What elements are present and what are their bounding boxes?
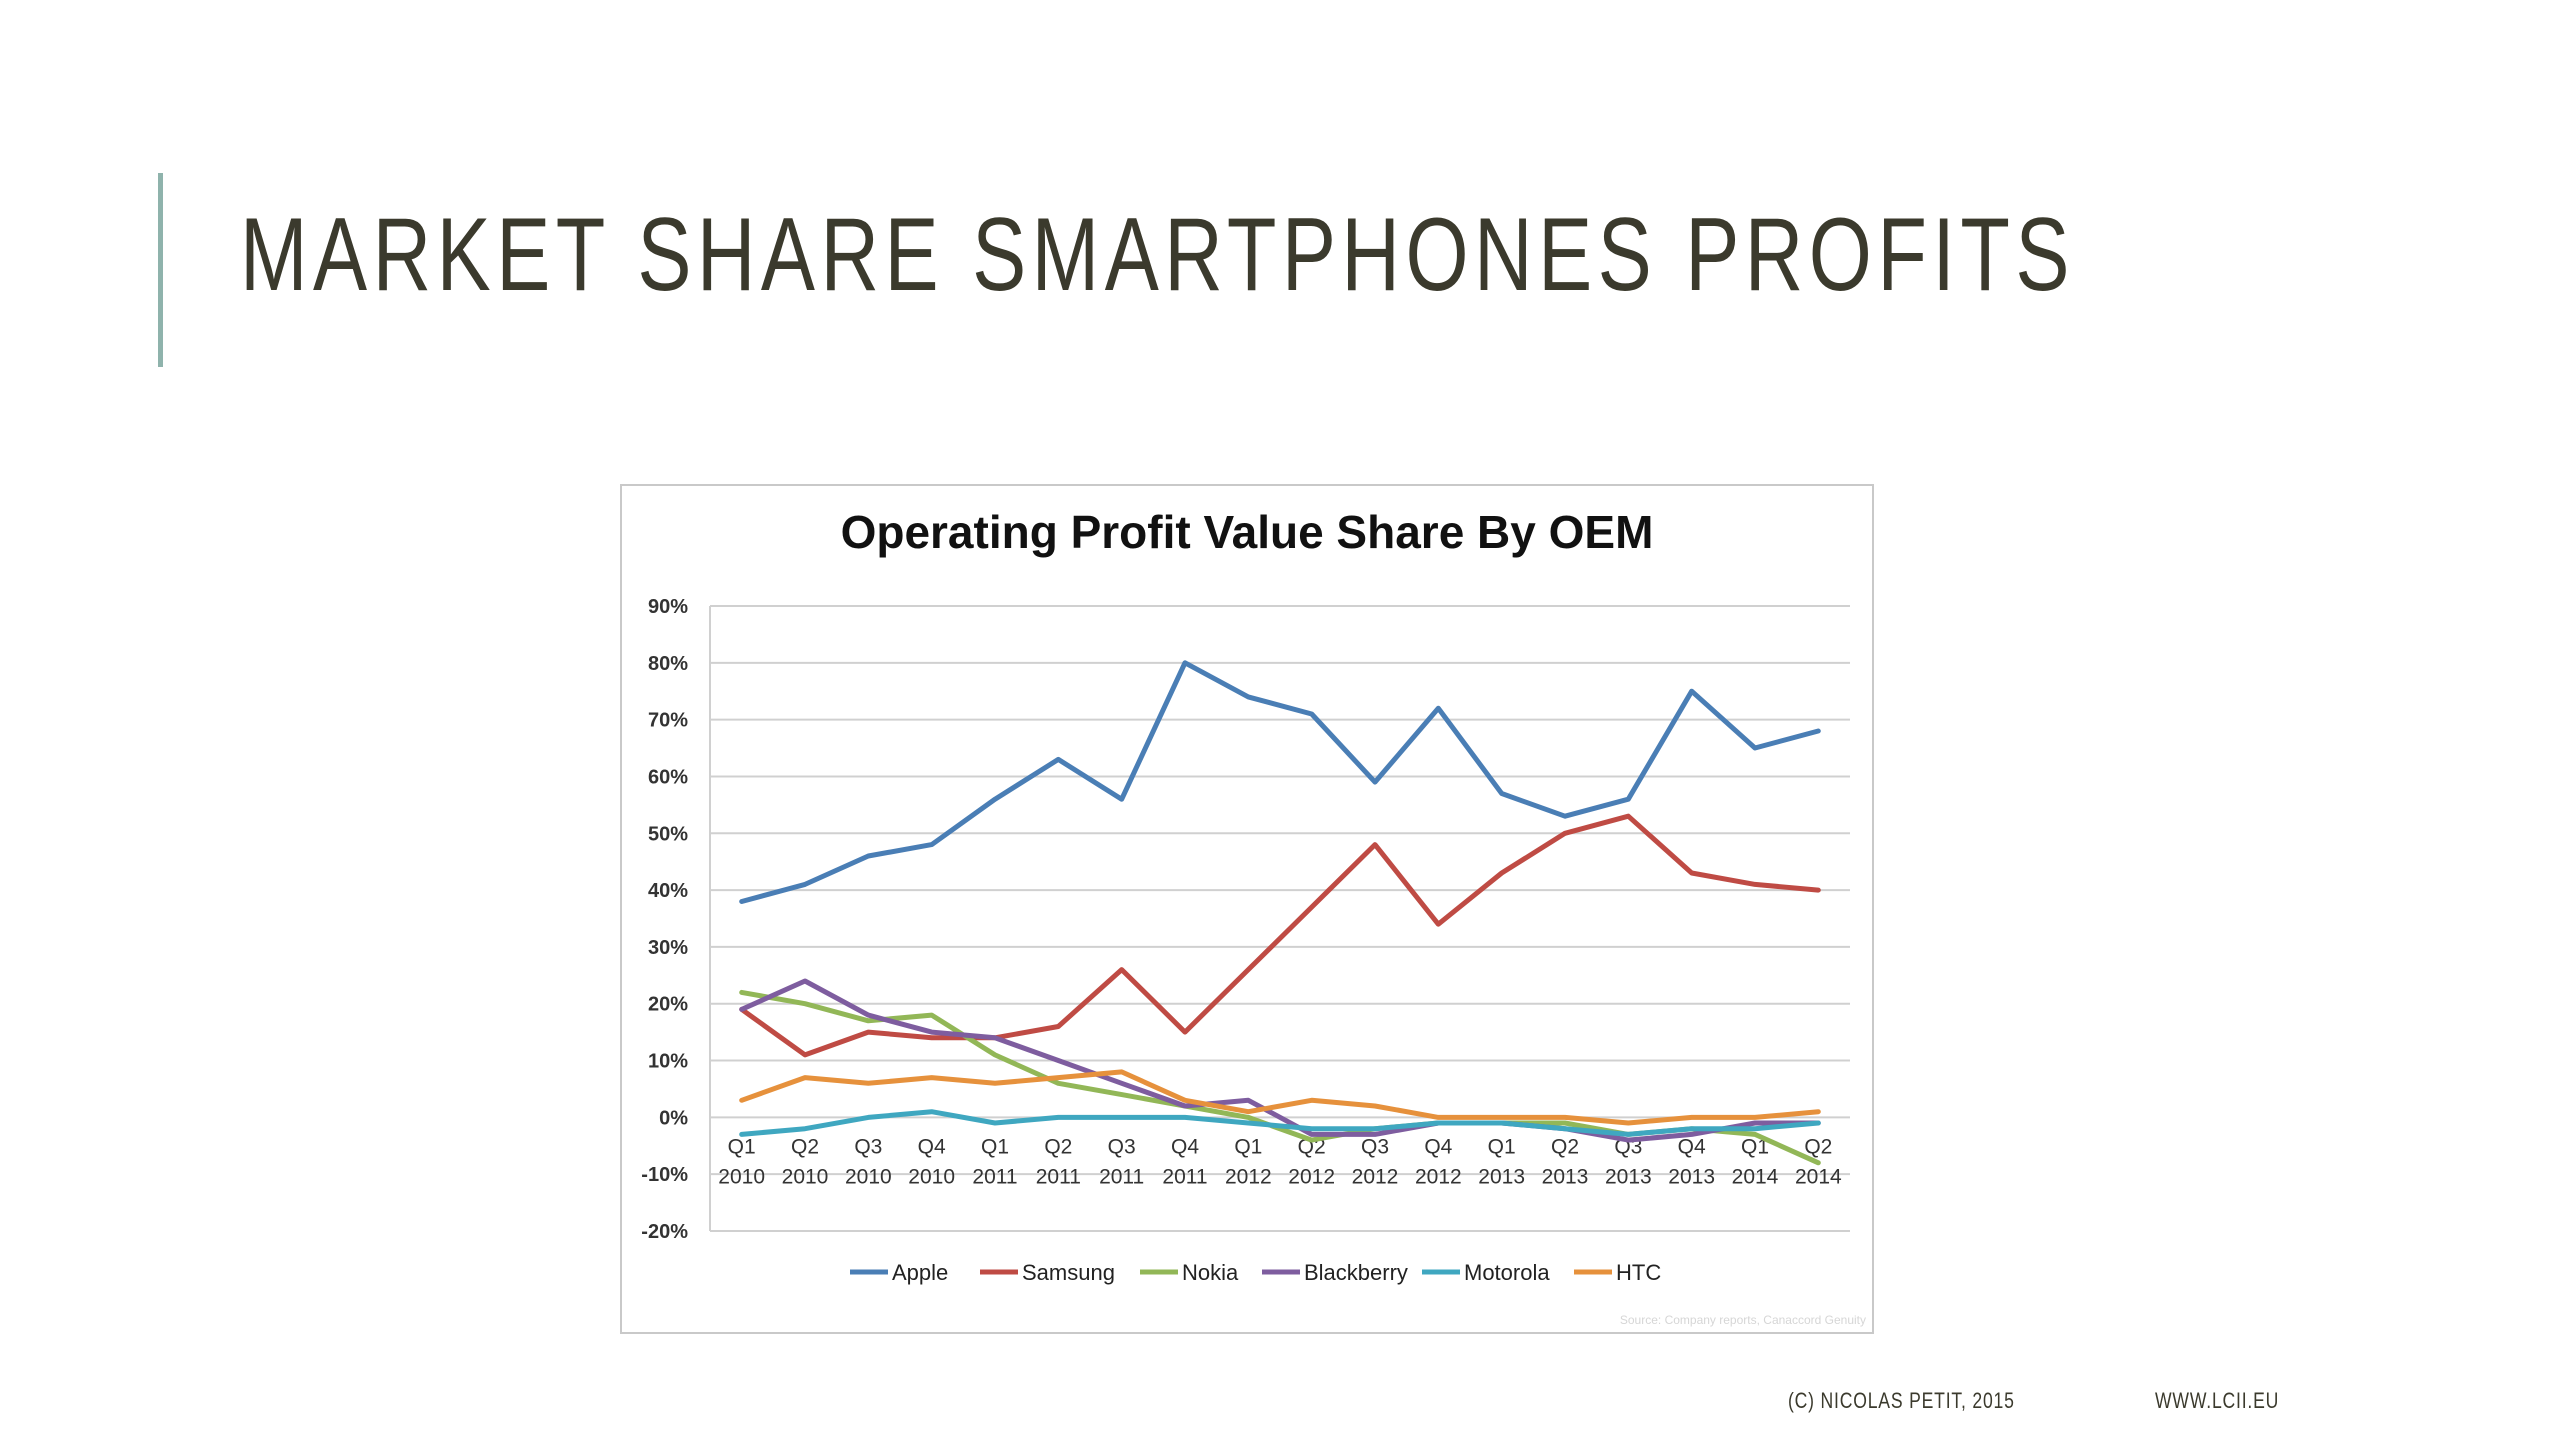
series-line-apple bbox=[739, 660, 1821, 904]
footer-url: WWW.LCII.EU bbox=[2155, 1388, 2280, 1413]
x-tick-label-quarter: Q4 bbox=[1171, 1135, 1199, 1158]
x-tick-label-year: 2010 bbox=[718, 1165, 765, 1188]
operating-profit-chart: Operating Profit Value Share By OEM -20%… bbox=[641, 506, 1866, 1327]
footer-credit: (C) NICOLAS PETIT, 2015 bbox=[1788, 1388, 2015, 1413]
y-axis-tick-labels: -20% -10% 0% 10% 20% 30% 40% 50% 60% 70% 80% 90% bbox=[641, 596, 688, 1243]
x-tick-label-year: 2010 bbox=[908, 1165, 955, 1188]
y-tick-label: 70% bbox=[648, 710, 688, 732]
legend-label-apple: Apple bbox=[892, 1260, 948, 1285]
chart-title: Operating Profit Value Share By OEM bbox=[841, 506, 1654, 558]
slide-title: MARKET SHARE SMARTPHONES PROFITS bbox=[240, 197, 2075, 313]
series-line-motorola bbox=[739, 1109, 1821, 1137]
x-tick-label-quarter: Q1 bbox=[728, 1135, 756, 1158]
x-tick-label-quarter: Q1 bbox=[1234, 1135, 1262, 1158]
y-tick-label: 90% bbox=[648, 596, 688, 618]
legend-label-nokia: Nokia bbox=[1182, 1260, 1239, 1285]
x-tick-label-year: 2011 bbox=[1099, 1165, 1144, 1188]
x-tick-label-year: 2013 bbox=[1542, 1165, 1589, 1188]
y-tick-label: 10% bbox=[648, 1051, 688, 1073]
title-accent-bar bbox=[158, 173, 163, 367]
x-tick-label-quarter: Q1 bbox=[981, 1135, 1009, 1158]
x-tick-label-quarter: Q4 bbox=[1424, 1135, 1452, 1158]
x-tick-label-year: 2011 bbox=[972, 1165, 1017, 1188]
x-tick-label-quarter: Q2 bbox=[1551, 1135, 1579, 1158]
chart-legend: Apple Samsung Nokia Blackberry Motorola HTC bbox=[850, 1260, 1661, 1285]
x-tick-label-year: 2012 bbox=[1288, 1165, 1335, 1188]
x-tick-label-quarter: Q4 bbox=[918, 1135, 946, 1158]
legend-label-blackberry: Blackberry bbox=[1304, 1260, 1408, 1285]
x-tick-label-year: 2013 bbox=[1478, 1165, 1525, 1188]
x-tick-label-year: 2010 bbox=[845, 1165, 892, 1188]
x-tick-label-quarter: Q2 bbox=[1804, 1135, 1832, 1158]
y-tick-label: 60% bbox=[648, 766, 688, 788]
chart-frame: Operating Profit Value Share By OEM -20%… bbox=[620, 484, 1874, 1334]
y-tick-label: 40% bbox=[648, 880, 688, 902]
x-tick-label-year: 2011 bbox=[1036, 1165, 1081, 1188]
legend-label-samsung: Samsung bbox=[1022, 1260, 1115, 1285]
x-tick-label-year: 2011 bbox=[1162, 1165, 1207, 1188]
x-tick-label-year: 2014 bbox=[1732, 1165, 1779, 1188]
x-tick-label-year: 2014 bbox=[1795, 1165, 1842, 1188]
chart-source-note: Source: Company reports, Canaccord Genui… bbox=[1620, 1313, 1866, 1327]
x-tick-label-quarter: Q1 bbox=[1741, 1135, 1769, 1158]
y-tick-label: -20% bbox=[641, 1221, 688, 1243]
x-tick-label-quarter: Q3 bbox=[1361, 1135, 1389, 1158]
x-tick-label-quarter: Q1 bbox=[1488, 1135, 1516, 1158]
x-tick-label-year: 2010 bbox=[782, 1165, 829, 1188]
x-tick-label-year: 2013 bbox=[1605, 1165, 1652, 1188]
x-tick-label-year: 2012 bbox=[1352, 1165, 1399, 1188]
x-tick-label-year: 2012 bbox=[1225, 1165, 1272, 1188]
series-line-blackberry bbox=[739, 978, 1821, 1143]
chart-gridlines bbox=[709, 605, 1850, 1232]
y-tick-label: 20% bbox=[648, 994, 688, 1016]
legend-label-motorola: Motorola bbox=[1464, 1260, 1550, 1285]
y-tick-label: 50% bbox=[648, 823, 688, 845]
x-tick-label-year: 2012 bbox=[1415, 1165, 1462, 1188]
x-tick-label-quarter: Q3 bbox=[854, 1135, 882, 1158]
x-tick-label-quarter: Q2 bbox=[791, 1135, 819, 1158]
y-tick-label: -10% bbox=[641, 1164, 688, 1186]
legend-label-htc: HTC bbox=[1616, 1260, 1661, 1285]
y-tick-label: 0% bbox=[659, 1107, 688, 1129]
x-axis-tick-labels: Q1 2010 Q2 2010 Q3 2010 Q4 2010 Q1 2011 Q2 2011 Q3 20… bbox=[718, 1135, 1842, 1188]
chart-series bbox=[739, 660, 1821, 1166]
series-line-samsung bbox=[739, 813, 1821, 1058]
x-tick-label-quarter: Q3 bbox=[1108, 1135, 1136, 1158]
y-tick-label: 30% bbox=[648, 937, 688, 959]
x-tick-label-year: 2013 bbox=[1668, 1165, 1715, 1188]
series-line-htc bbox=[739, 1069, 1821, 1126]
y-tick-label: 80% bbox=[648, 653, 688, 675]
x-tick-label-quarter: Q2 bbox=[1044, 1135, 1072, 1158]
x-tick-label-quarter: Q4 bbox=[1678, 1135, 1706, 1158]
